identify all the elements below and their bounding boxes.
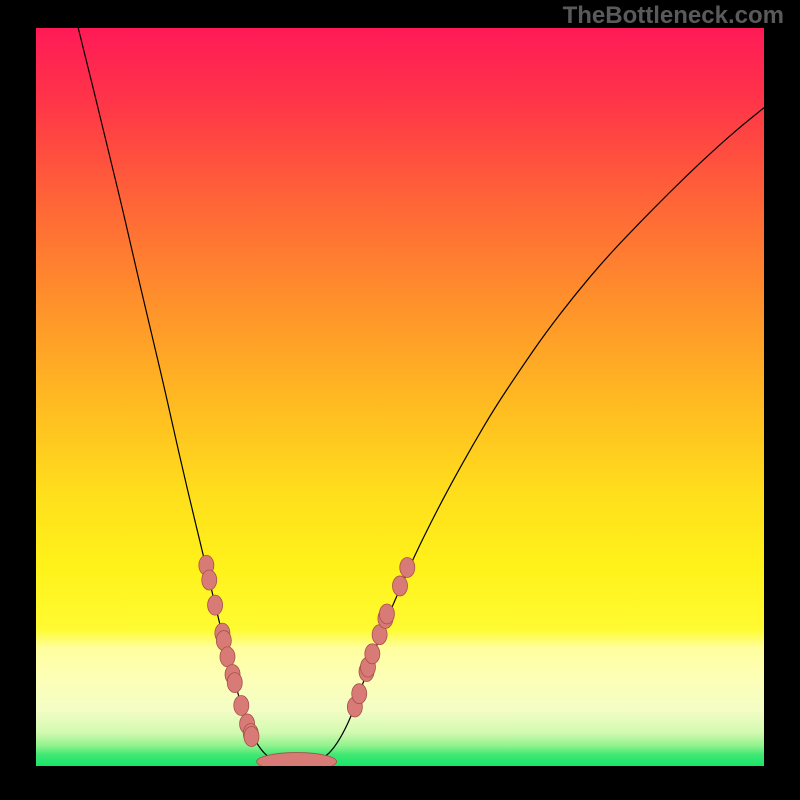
marker-point	[352, 684, 367, 704]
marker-point	[244, 726, 259, 746]
marker-point	[220, 647, 235, 667]
watermark-text: TheBottleneck.com	[563, 2, 784, 30]
marker-point	[202, 570, 217, 590]
marker-point	[227, 673, 242, 693]
marker-point	[400, 557, 415, 577]
marker-point	[379, 604, 394, 624]
marker-point	[365, 644, 380, 664]
marker-point	[393, 576, 408, 596]
bottleneck-chart	[36, 28, 764, 766]
gradient-background	[36, 28, 764, 766]
marker-point	[208, 595, 223, 615]
marker-point	[234, 695, 249, 715]
